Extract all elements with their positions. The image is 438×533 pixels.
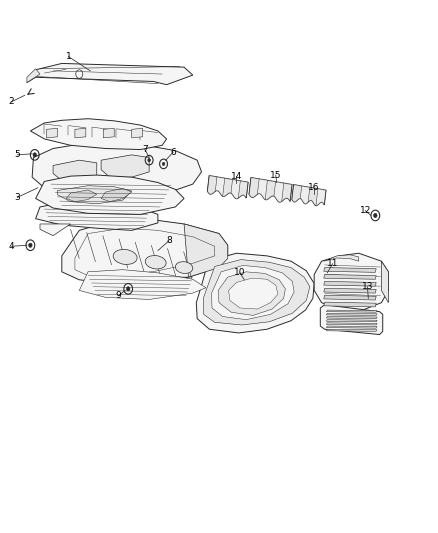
- Text: 7: 7: [142, 145, 148, 154]
- Polygon shape: [40, 224, 71, 236]
- Polygon shape: [320, 305, 383, 335]
- Polygon shape: [381, 261, 389, 303]
- Polygon shape: [324, 255, 359, 261]
- Text: 6: 6: [170, 148, 176, 157]
- Text: 1: 1: [66, 52, 71, 61]
- Polygon shape: [27, 63, 193, 85]
- Polygon shape: [203, 260, 310, 325]
- Polygon shape: [218, 272, 286, 316]
- Polygon shape: [316, 189, 326, 206]
- Polygon shape: [207, 175, 248, 199]
- Polygon shape: [57, 185, 132, 204]
- Circle shape: [28, 243, 32, 247]
- Polygon shape: [308, 188, 318, 206]
- Polygon shape: [27, 69, 40, 83]
- Polygon shape: [324, 302, 376, 307]
- Polygon shape: [274, 182, 284, 202]
- Text: 4: 4: [9, 242, 14, 251]
- Polygon shape: [324, 288, 376, 293]
- Polygon shape: [223, 178, 233, 197]
- Circle shape: [127, 287, 130, 291]
- Circle shape: [374, 213, 377, 217]
- Polygon shape: [184, 224, 228, 277]
- Polygon shape: [207, 175, 217, 194]
- Polygon shape: [103, 128, 114, 138]
- Text: 14: 14: [231, 172, 242, 181]
- Circle shape: [162, 163, 165, 165]
- Polygon shape: [101, 155, 149, 177]
- Polygon shape: [324, 295, 376, 300]
- Polygon shape: [75, 128, 86, 138]
- Polygon shape: [326, 310, 377, 312]
- Text: 9: 9: [116, 291, 121, 300]
- Polygon shape: [79, 270, 206, 300]
- Polygon shape: [101, 188, 132, 201]
- Polygon shape: [326, 329, 377, 332]
- Polygon shape: [132, 128, 143, 138]
- Polygon shape: [314, 253, 389, 312]
- Polygon shape: [324, 281, 376, 286]
- Polygon shape: [292, 184, 326, 206]
- Polygon shape: [249, 177, 259, 197]
- Polygon shape: [326, 313, 377, 316]
- Polygon shape: [324, 268, 376, 272]
- Polygon shape: [292, 184, 302, 202]
- Text: 15: 15: [270, 171, 282, 180]
- Polygon shape: [32, 143, 201, 197]
- Text: 8: 8: [166, 237, 172, 246]
- Polygon shape: [30, 119, 166, 150]
- Text: 10: 10: [234, 269, 246, 277]
- Text: 5: 5: [14, 150, 20, 159]
- Polygon shape: [212, 265, 294, 320]
- Text: 2: 2: [9, 97, 14, 106]
- Text: 11: 11: [327, 260, 338, 268]
- Polygon shape: [35, 201, 158, 230]
- Ellipse shape: [113, 249, 137, 264]
- Polygon shape: [66, 190, 97, 201]
- Polygon shape: [53, 160, 97, 181]
- Polygon shape: [46, 128, 57, 138]
- Text: 3: 3: [14, 193, 20, 202]
- Circle shape: [33, 153, 36, 157]
- Text: 16: 16: [308, 183, 320, 192]
- Polygon shape: [326, 317, 377, 319]
- Polygon shape: [249, 177, 292, 202]
- Polygon shape: [300, 186, 310, 204]
- Polygon shape: [265, 180, 276, 200]
- Polygon shape: [35, 175, 184, 214]
- Polygon shape: [196, 253, 314, 333]
- Polygon shape: [62, 219, 228, 284]
- Ellipse shape: [145, 255, 166, 269]
- Polygon shape: [326, 320, 377, 322]
- Polygon shape: [231, 180, 240, 199]
- Circle shape: [148, 159, 150, 162]
- Polygon shape: [229, 278, 278, 309]
- Ellipse shape: [175, 262, 193, 273]
- Polygon shape: [324, 274, 376, 279]
- Text: 13: 13: [362, 282, 373, 291]
- Polygon shape: [326, 326, 377, 328]
- Text: 12: 12: [360, 206, 371, 215]
- Polygon shape: [258, 179, 267, 199]
- Polygon shape: [282, 183, 292, 201]
- Polygon shape: [238, 181, 248, 198]
- Polygon shape: [326, 323, 377, 325]
- Polygon shape: [215, 177, 225, 196]
